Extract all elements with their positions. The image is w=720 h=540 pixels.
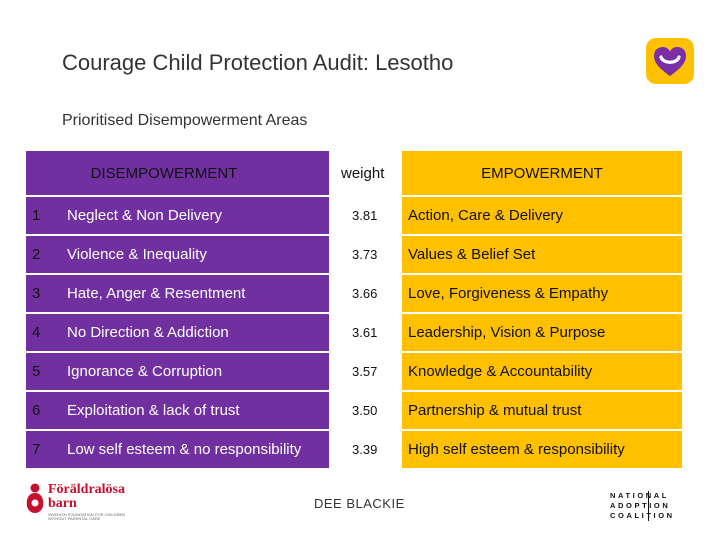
- table-row: 3 Hate, Anger & Resentment 3.66 Love, Fo…: [26, 273, 682, 313]
- header-empowerment: EMPOWERMENT: [402, 151, 682, 196]
- disempowerment-cell: No Direction & Addiction: [59, 312, 329, 352]
- weight-cell: 3.57: [329, 352, 402, 391]
- row-number: 1: [26, 195, 59, 235]
- disempowerment-cell: Low self esteem & no responsibility: [59, 429, 329, 468]
- header-disempowerment: DISEMPOWERMENT: [59, 151, 329, 196]
- nac-line1: NATIONAL: [610, 491, 669, 500]
- row-number: 7: [26, 429, 59, 468]
- heart-logo-icon: [646, 38, 694, 84]
- empowerment-cell: High self esteem & responsibility: [402, 429, 682, 468]
- row-number: 2: [26, 234, 59, 274]
- row-number: 5: [26, 351, 59, 391]
- disempowerment-cell: Violence & Inequality: [59, 234, 329, 274]
- disempowerment-cell: Exploitation & lack of trust: [59, 390, 329, 430]
- weight-cell: 3.66: [329, 274, 402, 313]
- row-number: 6: [26, 390, 59, 430]
- nac-line3: COALITION: [610, 511, 675, 520]
- empowerment-cell: Values & Belief Set: [402, 234, 682, 274]
- disempowerment-cell: Hate, Anger & Resentment: [59, 273, 329, 313]
- weight-cell: 3.61: [329, 313, 402, 352]
- empowerment-cell: Action, Care & Delivery: [402, 195, 682, 235]
- nac-divider: [648, 491, 649, 521]
- disempowerment-cell: Neglect & Non Delivery: [59, 195, 329, 235]
- table-row: 4 No Direction & Addiction 3.61 Leadersh…: [26, 312, 682, 352]
- empowerment-cell: Love, Forgiveness & Empathy: [402, 273, 682, 313]
- left-logo-line2: barn: [48, 496, 77, 511]
- weight-cell: 3.73: [329, 235, 402, 274]
- table-header-row: DISEMPOWERMENT weight EMPOWERMENT: [26, 151, 682, 196]
- page-title: Courage Child Protection Audit: Lesotho: [62, 50, 454, 75]
- left-logo-line1: Föräldralösa: [48, 482, 125, 497]
- table-row: 5 Ignorance & Corruption 3.57 Knowledge …: [26, 351, 682, 391]
- empowerment-cell: Leadership, Vision & Purpose: [402, 312, 682, 352]
- header-weight: weight: [329, 151, 402, 196]
- table-row: 1 Neglect & Non Delivery 3.81 Action, Ca…: [26, 195, 682, 235]
- nac-line2: ADOPTION: [610, 501, 671, 510]
- row-number: 3: [26, 273, 59, 313]
- table-row: 2 Violence & Inequality 3.73 Values & Be…: [26, 234, 682, 274]
- disempowerment-table: DISEMPOWERMENT weight EMPOWERMENT 1 Negl…: [26, 151, 682, 468]
- national-adoption-coalition-logo: NATIONAL ADOPTION COALITION: [610, 489, 692, 523]
- table-row: 7 Low self esteem & no responsibility 3.…: [26, 429, 682, 468]
- page-subtitle: Prioritised Disempowerment Areas: [62, 112, 308, 129]
- presenter-name: DEE BLACKIE: [314, 496, 405, 511]
- weight-cell: 3.39: [329, 430, 402, 468]
- row-number: 4: [26, 312, 59, 352]
- left-logo-tagline: SWEDISH FOUNDATION FOR CHILDREN WITHOUT …: [48, 512, 126, 521]
- weight-cell: 3.50: [329, 391, 402, 430]
- empowerment-cell: Knowledge & Accountability: [402, 351, 682, 391]
- weight-cell: 3.81: [329, 196, 402, 235]
- foraldralosa-barn-mark-icon: [26, 483, 44, 513]
- table-row: 6 Exploitation & lack of trust 3.50 Part…: [26, 390, 682, 430]
- disempowerment-cell: Ignorance & Corruption: [59, 351, 329, 391]
- empowerment-cell: Partnership & mutual trust: [402, 390, 682, 430]
- foraldralosa-barn-logo: Föräldralösa barn SWEDISH FOUNDATION FOR…: [24, 482, 164, 526]
- header-number-cell: [26, 151, 59, 196]
